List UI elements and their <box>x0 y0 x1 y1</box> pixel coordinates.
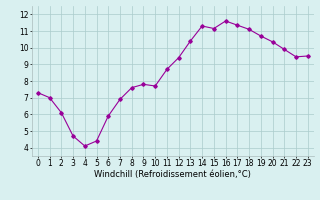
X-axis label: Windchill (Refroidissement éolien,°C): Windchill (Refroidissement éolien,°C) <box>94 170 251 179</box>
